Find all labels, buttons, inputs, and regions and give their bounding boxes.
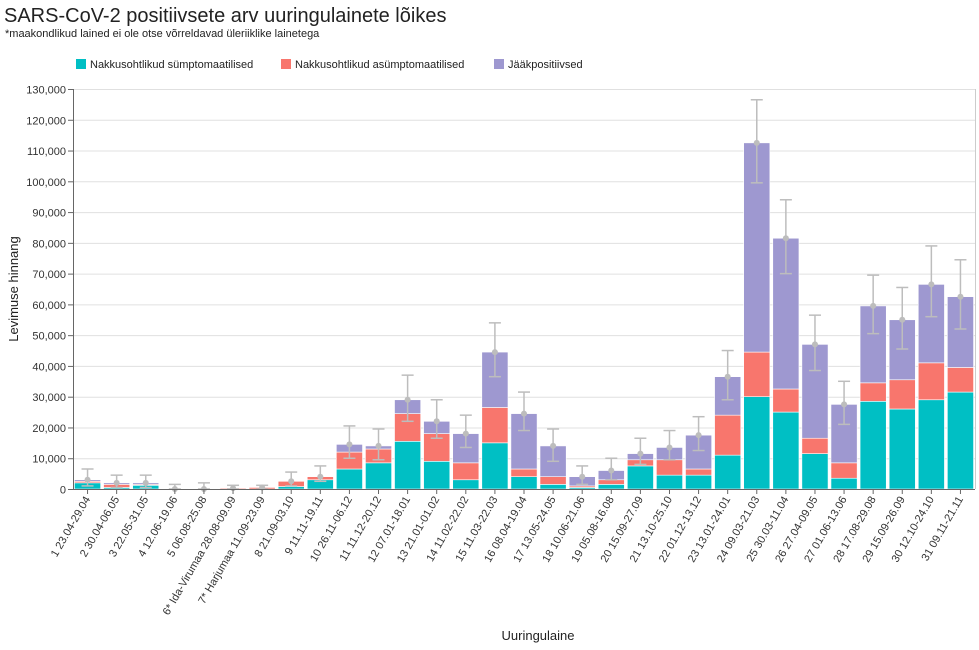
bar-segment: [772, 237, 800, 390]
point-estimate: [782, 235, 789, 242]
point-estimate: [695, 432, 702, 439]
bar-segment: [801, 453, 829, 490]
point-estimate: [375, 442, 382, 449]
bar-segment: [685, 468, 712, 476]
legend-label: Jääkpositiivsed: [508, 59, 583, 71]
y-tick-label: 40,000: [32, 361, 66, 373]
y-tick-label: 70,000: [32, 269, 66, 281]
chart-subtitle: *maakondlikud lained ei ole otse võrreld…: [5, 28, 320, 40]
point-estimate: [608, 467, 615, 474]
bar-segment: [685, 474, 712, 490]
gridlines: [73, 89, 975, 490]
legend-label: Nakkusohtlikud asümptomaatilised: [295, 59, 464, 71]
point-estimate: [957, 293, 964, 300]
y-tick-label: 120,000: [26, 115, 66, 127]
point-estimate: [113, 479, 120, 486]
point-estimate: [317, 473, 324, 480]
point-estimate: [142, 479, 149, 486]
point-estimate: [550, 442, 557, 449]
bar-segment: [336, 468, 363, 490]
bar-segment: [947, 391, 974, 490]
point-estimate: [928, 281, 935, 288]
bar-segment: [510, 476, 538, 490]
bar-segment: [917, 362, 945, 401]
point-estimate: [259, 484, 266, 491]
bar-segment: [743, 396, 771, 490]
point-estimate: [899, 316, 906, 323]
point-estimate: [288, 478, 295, 485]
point-estimate: [724, 373, 731, 380]
bar-segment: [277, 486, 305, 490]
point-estimate: [811, 341, 818, 348]
y-tick-label: 20,000: [32, 423, 66, 435]
bar-segment: [656, 459, 683, 476]
y-tick-label: 30,000: [32, 392, 66, 404]
y-tick-label: 130,000: [26, 85, 66, 97]
bar-segment: [539, 484, 567, 490]
point-estimate: [462, 430, 469, 437]
y-tick-label: 110,000: [27, 146, 66, 158]
point-estimate: [491, 349, 498, 356]
error-bars: [81, 99, 967, 492]
bar-segment: [830, 477, 858, 490]
point-estimate: [841, 401, 848, 408]
bar-segment: [656, 474, 683, 490]
bar-segment: [947, 367, 974, 393]
bar-segment: [743, 351, 771, 397]
y-tick-label: 100,000: [26, 177, 66, 189]
bar-segment: [394, 441, 422, 490]
x-axis-title: Uuringulaine: [502, 628, 575, 643]
bar-segment: [714, 454, 742, 490]
legend-swatch: [76, 59, 86, 69]
bar-segment: [772, 388, 800, 413]
bar-segment: [859, 382, 887, 402]
point-estimate: [84, 476, 91, 483]
bar-segment: [801, 437, 829, 454]
bars: [74, 142, 974, 490]
bar-segment: [365, 462, 392, 490]
y-tick-label: 80,000: [32, 238, 66, 250]
point-estimate: [404, 396, 411, 403]
bar-segment: [452, 479, 480, 490]
bar-segment: [481, 442, 509, 490]
y-tick-label: 50,000: [32, 331, 66, 343]
point-estimate: [579, 473, 586, 480]
y-axis-title: Levimuse hinnang: [6, 236, 21, 342]
point-estimate: [433, 418, 440, 425]
legend: Nakkusohtlikud sümptomaatilised Nakkusoht…: [76, 59, 583, 71]
bar-segment: [481, 407, 509, 444]
bar-segment: [830, 462, 858, 479]
point-estimate: [637, 450, 644, 457]
bar-segment: [888, 408, 916, 490]
chart-title: SARS-CoV-2 positiivsete arv uuringulaine…: [4, 5, 446, 27]
y-tick-label: 60,000: [32, 300, 66, 312]
point-estimate: [666, 444, 673, 451]
bar-segment: [452, 462, 480, 481]
legend-swatch: [494, 59, 504, 69]
x-axis: 1 23.04-29.042 30.04-06.053 22.05-31.054…: [49, 489, 975, 617]
point-estimate: [346, 441, 353, 448]
point-estimate: [753, 139, 760, 146]
y-axis: 0 10,000 20,000 30,000 40,000 50,000 60,000 70,…: [26, 85, 976, 497]
bar-segment: [423, 461, 451, 490]
legend-swatch: [281, 59, 291, 69]
bar-segment: [510, 468, 538, 477]
point-estimate: [870, 302, 877, 309]
legend-label: Nakkusohtlikud sümptomaatilised: [90, 59, 253, 71]
bar-segment: [626, 465, 654, 490]
bar-segment: [888, 379, 916, 410]
point-estimate: [521, 410, 527, 417]
bar-segment: [597, 484, 625, 490]
y-tick-label: 0: [60, 485, 66, 497]
y-tick-label: 90,000: [32, 208, 66, 220]
y-tick-label: 10,000: [32, 454, 66, 466]
bar-segment: [917, 399, 945, 490]
bar-segment: [859, 401, 887, 490]
bar-segment: [539, 476, 567, 485]
bar-segment: [714, 414, 742, 456]
bar-segment: [772, 411, 800, 490]
